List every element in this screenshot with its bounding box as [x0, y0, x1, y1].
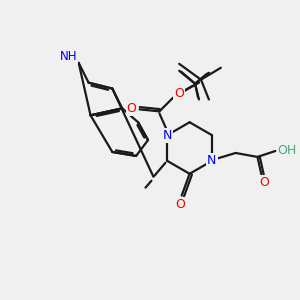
Text: O: O	[127, 102, 136, 115]
Text: N: N	[163, 129, 172, 142]
Text: O: O	[174, 87, 184, 100]
Text: NH: NH	[60, 50, 77, 63]
Text: OH: OH	[278, 143, 297, 157]
Text: O: O	[175, 198, 184, 211]
Text: N: N	[207, 154, 217, 167]
Text: O: O	[260, 176, 269, 189]
